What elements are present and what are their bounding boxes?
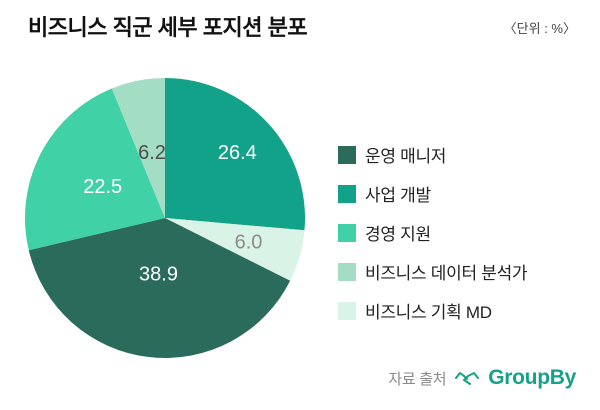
- source-label: 자료 출처: [388, 370, 447, 388]
- legend-swatch: [338, 262, 356, 281]
- legend-swatch: [338, 184, 356, 203]
- legend-label: 경영 지원: [365, 225, 431, 244]
- pie-slice: [25, 88, 165, 251]
- legend-swatch: [338, 145, 356, 164]
- pie-value-label: 26.4: [218, 142, 257, 164]
- handshake-icon: [454, 368, 480, 388]
- pie-slice: [165, 78, 305, 231]
- legend-item: 비즈니스 기획 MD: [338, 298, 527, 323]
- pie-slice: [111, 78, 165, 218]
- legend-swatch: [338, 223, 356, 242]
- brand-name: GroupBy: [488, 366, 576, 389]
- legend-item: 사업 개발: [338, 181, 527, 206]
- unit-note: 〈단위 : %〉: [503, 21, 576, 36]
- legend-label: 사업 개발: [365, 186, 431, 205]
- legend-label: 비즈니스 데이터 분석가: [365, 264, 528, 283]
- legend-item: 경영 지원: [338, 220, 527, 245]
- page-title: 비즈니스 직군 세부 포지션 분포: [28, 15, 308, 40]
- pie-value-label: 6.2: [138, 142, 166, 164]
- legend-item: 운영 매니저: [338, 142, 527, 167]
- pie-value-label: 22.5: [83, 176, 122, 198]
- pie-slice: [28, 218, 291, 358]
- pie-value-label: 38.9: [139, 264, 178, 286]
- pie-chart: 26.4 6.0 38.9 22.5 6.2: [25, 78, 305, 358]
- legend-label: 운영 매니저: [365, 147, 447, 166]
- pie-value-label: 6.0: [235, 232, 263, 254]
- legend-item: 비즈니스 데이터 분석가: [338, 259, 528, 284]
- legend-swatch: [338, 301, 356, 320]
- source-footer: 자료 출처 GroupBy: [388, 366, 576, 390]
- pie-slice: [165, 218, 305, 281]
- legend-label: 비즈니스 기획 MD: [365, 303, 492, 322]
